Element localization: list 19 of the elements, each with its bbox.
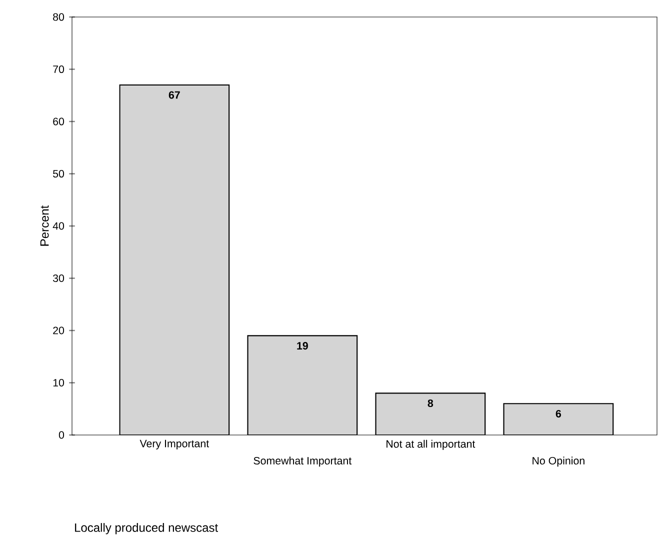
y-tick-label: 80	[53, 13, 64, 21]
y-tick-label: 30	[52, 274, 64, 282]
y-tick-label: 20	[53, 326, 64, 334]
text: Locally produced newscast	[75, 523, 218, 534]
x-tick-label: Somewhat Important	[254, 456, 352, 467]
y-tick-label: 60	[53, 118, 64, 126]
y-tick-label: 10	[53, 378, 64, 387]
y-tick-label: 0	[58, 431, 64, 439]
y-tick-label: 70	[53, 65, 64, 74]
x-tick-label: Very Important	[140, 440, 210, 450]
data-label: 8	[428, 400, 434, 408]
x-tick-label: Not at all important	[386, 440, 476, 450]
y-tick-label: 50	[53, 170, 64, 178]
y-tick-label: 40	[52, 222, 64, 230]
data-label: 6	[556, 410, 562, 418]
data-label: 19	[297, 342, 308, 350]
data-label: 67	[168, 91, 180, 99]
y-axis-title: Percent	[40, 205, 49, 246]
x-tick-label: No Opinion	[532, 456, 584, 467]
